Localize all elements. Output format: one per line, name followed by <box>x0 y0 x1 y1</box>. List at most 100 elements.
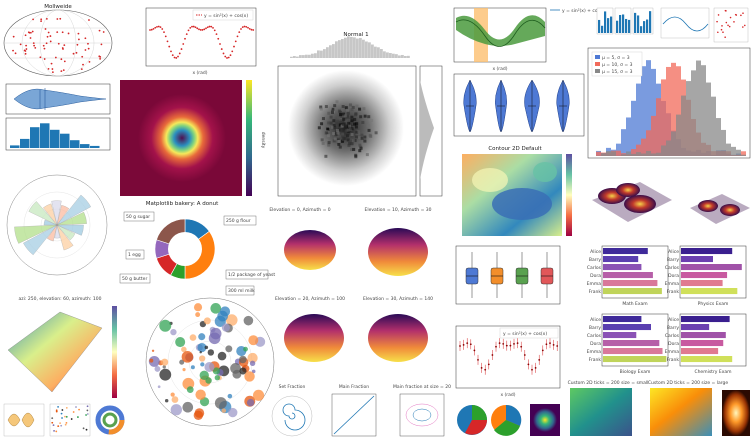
gray-pixel <box>366 153 369 156</box>
errorbar-point <box>506 345 508 347</box>
sine-point <box>154 27 156 29</box>
polar-point <box>248 335 258 345</box>
exam-bar <box>681 348 718 354</box>
mollweide-point <box>87 43 89 45</box>
gray-pixel <box>352 148 355 151</box>
blue-hist-bar <box>40 123 50 148</box>
sine-point <box>230 54 232 56</box>
polar-point <box>155 366 161 372</box>
mollweide-point <box>99 56 101 58</box>
gray-pixel <box>332 132 335 135</box>
violin-horizontal-panel <box>6 84 110 114</box>
pie-label-milk: 300 ml milk <box>228 288 255 294</box>
exam-bar <box>681 356 732 362</box>
mollweide-point <box>56 18 58 20</box>
sine-point <box>198 28 200 30</box>
polar-point <box>200 371 209 380</box>
exam-bar <box>603 332 636 338</box>
tiny-scatter-point <box>66 407 68 409</box>
overlap-hist-bar <box>721 130 726 156</box>
mollweide-point <box>101 43 103 45</box>
polar-point <box>239 356 247 364</box>
sine-point <box>195 26 197 28</box>
mollweide-point <box>99 30 101 32</box>
exam-name: Carlos <box>587 333 602 339</box>
pie-label-butter: 50 g butter <box>122 276 147 282</box>
overlap-legend-3: μ = 15, σ = 3 <box>602 69 633 75</box>
errorbar-point <box>484 369 486 371</box>
overlap-hist-bar <box>681 96 686 156</box>
mollweide-point <box>99 58 101 60</box>
gray-pixel <box>321 138 324 141</box>
errorbar-point <box>495 346 497 348</box>
normal1-bar <box>311 54 314 58</box>
gray-pixel <box>341 133 344 136</box>
contour-title: Contour 2D Default <box>488 146 542 152</box>
sine-point <box>252 29 254 31</box>
small-fraction-1: Set Fraction <box>279 384 306 390</box>
tiny-polar-point <box>733 21 735 23</box>
sine-point <box>223 53 225 55</box>
gray-pixel <box>335 122 338 125</box>
normal1-bar <box>404 56 407 58</box>
blue-hist-bar <box>80 144 90 148</box>
gray-pixel <box>325 139 328 142</box>
mini-bar <box>628 20 630 33</box>
tiny-polar-point <box>725 10 727 12</box>
exam-bar <box>681 280 723 286</box>
mollweide-point <box>30 37 32 39</box>
exam-bar <box>681 272 727 278</box>
gray-pixel <box>331 111 334 114</box>
sine-point <box>242 26 244 28</box>
overlap-hist-bar <box>641 139 646 156</box>
errorbar-xlabel: x (rad) <box>500 392 515 398</box>
contour-panel: Contour 2D Default <box>462 146 572 236</box>
errorbar-point <box>542 350 544 352</box>
gray-pixel <box>358 144 361 147</box>
blue-histogram-panel <box>6 118 110 150</box>
exam-name: Dora <box>590 341 601 347</box>
normal1-bar <box>347 36 350 58</box>
tiny-polar-point <box>721 25 723 27</box>
errorbar-point <box>499 342 501 344</box>
gray-pixel <box>360 134 363 137</box>
gray-pixel <box>349 129 352 132</box>
tiny-scatter-point <box>61 413 63 415</box>
pie-label-egg: 1 egg <box>128 252 141 258</box>
tiny-scatter-point <box>59 422 61 424</box>
polar-rose-panel <box>7 175 107 275</box>
elev-title-3: Elevation = 20, Azimuth = 100 <box>275 296 345 302</box>
sine-point <box>226 57 228 59</box>
sine-point <box>182 43 184 45</box>
tiny-polar-point <box>716 21 718 23</box>
overlap-hist-bar <box>631 154 636 156</box>
overlap-hist-bar <box>621 129 626 156</box>
polar-point <box>215 375 220 380</box>
sine-point <box>217 38 219 40</box>
polar-point <box>194 411 203 420</box>
tiny-scatter-point <box>56 411 58 413</box>
polar-point <box>253 390 264 401</box>
gray-pixel <box>342 118 345 121</box>
overlap-hist-bar <box>691 70 696 156</box>
gray-pixel <box>322 142 325 145</box>
mini-bar <box>598 20 600 33</box>
exam-bar <box>681 248 732 254</box>
exam-bar <box>681 332 726 338</box>
sine-point <box>249 28 251 30</box>
tiny-polar-point <box>718 14 720 16</box>
mollweide-point <box>64 60 66 62</box>
gray-pixel <box>347 112 350 115</box>
gray-pixel <box>322 117 325 120</box>
errorbar-point <box>502 343 504 345</box>
normal1-panel: Normal 1 <box>281 30 417 58</box>
exam-bar <box>603 316 641 322</box>
errorbar-point <box>463 344 465 346</box>
normal1-bar <box>326 47 329 58</box>
mollweide-title: Mollweide <box>44 4 72 10</box>
polar-point <box>205 346 209 350</box>
sine-point <box>175 57 177 59</box>
small-fraction-3: Main fraction at size = 20 <box>393 384 451 390</box>
errorbar-point <box>459 345 461 347</box>
gray-pixel <box>336 100 339 103</box>
